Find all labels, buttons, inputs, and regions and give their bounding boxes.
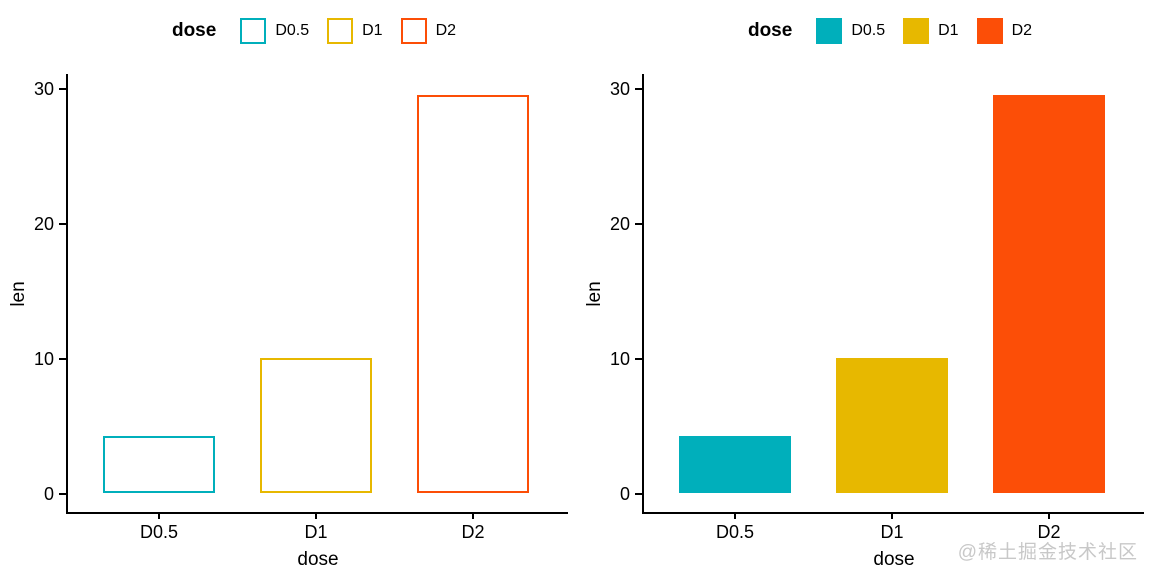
y-tick-0: 0 (44, 485, 66, 503)
y-tick-label-20: 20 (33, 214, 54, 234)
legend-title: dose (171, 20, 217, 41)
y-tick-label-10: 10 (33, 349, 54, 369)
legend-item-d2: D2 (976, 18, 1038, 44)
y-tick-mark (635, 88, 642, 90)
x-tick-d2 (472, 512, 474, 519)
y-tick-0: 0 (620, 485, 642, 503)
x-label-d05: D0.5 (139, 522, 179, 542)
y-tick-30: 30 (34, 80, 66, 98)
x-tick-d2 (1048, 512, 1050, 519)
bar-d1 (260, 358, 372, 493)
y-tick-mark (59, 358, 66, 360)
y-tick-mark (59, 223, 66, 225)
legend-title: dose (747, 20, 793, 41)
bar-d1 (836, 358, 948, 493)
legend: dose D0.5 D1 D2 (66, 16, 568, 46)
legend-label-d2: D2 (1011, 22, 1033, 39)
x-tick-d1 (315, 512, 317, 519)
y-tick-label-10: 10 (609, 349, 630, 369)
bar-d2 (417, 95, 529, 493)
y-tick-label-0: 0 (43, 484, 54, 504)
legend-swatch-d1-icon (903, 18, 930, 44)
legend-label-d05: D0.5 (851, 22, 886, 39)
bar-d2 (993, 95, 1105, 493)
x-label-d05: D0.5 (715, 522, 755, 542)
x-tick-d05 (158, 512, 160, 519)
y-tick-20: 20 (610, 215, 642, 233)
y-axis-title: len (8, 281, 29, 307)
y-tick-mark (635, 223, 642, 225)
x-label-d2: D2 (1037, 522, 1061, 542)
legend-swatch-d2-icon (976, 18, 1003, 44)
y-tick-30: 30 (610, 80, 642, 98)
legend-label-d1: D1 (938, 22, 959, 39)
legend-label-d1: D1 (362, 22, 383, 39)
y-tick-label-0: 0 (619, 484, 630, 504)
legend-item-d05: D0.5 (240, 18, 315, 44)
x-axis-title: dose (873, 549, 915, 570)
y-tick-label-20: 20 (609, 214, 630, 234)
y-tick-10: 10 (34, 350, 66, 368)
legend-item-d2: D2 (400, 18, 462, 44)
legend-item-d05: D0.5 (816, 18, 891, 44)
legend-label-d2: D2 (435, 22, 457, 39)
x-tick-d1 (891, 512, 893, 519)
legend-swatch-d2-icon (400, 18, 427, 44)
legend-item-d1: D1 (903, 18, 964, 44)
x-axis-title: dose (297, 549, 339, 570)
x-label-d1: D1 (880, 522, 904, 542)
y-tick-20: 20 (34, 215, 66, 233)
legend-swatch-d05-icon (240, 18, 267, 44)
y-tick-10: 10 (610, 350, 642, 368)
plot-panel: 0 10 20 30 D0.5 D1 D2 dose (34, 74, 568, 570)
bar-d05 (103, 436, 215, 493)
x-label-d1: D1 (304, 522, 328, 542)
y-tick-mark (635, 493, 642, 495)
x-label-d2: D2 (461, 522, 485, 542)
legend-swatch-d1-icon (327, 18, 354, 44)
legend-item-d1: D1 (327, 18, 388, 44)
y-tick-label-30: 30 (609, 79, 630, 99)
y-tick-label-30: 30 (33, 79, 54, 99)
y-tick-mark (59, 88, 66, 90)
y-tick-mark (635, 358, 642, 360)
watermark: @稀土掘金技术社区 (957, 542, 1138, 563)
legend-swatch-d05-icon (816, 18, 843, 44)
bar-d05 (679, 436, 791, 493)
x-tick-d05 (734, 512, 736, 519)
legend-label-d05: D0.5 (275, 22, 310, 39)
chart-filled-bars: dose D0.5 D1 D2 len 0 10 20 30 (576, 0, 1152, 576)
chart-outline-bars: dose D0.5 D1 D2 len 0 10 20 30 (8, 16, 568, 570)
y-axis-title: len (584, 281, 605, 307)
legend: dose D0.5 D1 D2 (642, 16, 1144, 46)
y-tick-mark (59, 493, 66, 495)
plot-panel: 0 10 20 30 D0.5 D1 D2 dose (610, 74, 1144, 570)
